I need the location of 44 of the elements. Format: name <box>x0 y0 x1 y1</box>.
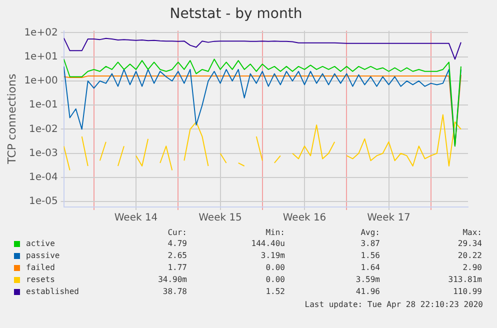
text: 0.00 <box>266 275 285 285</box>
text: 1.52 <box>266 287 285 297</box>
y-tick-label: 1e-02 <box>28 124 58 135</box>
y-tick-label: 1e-03 <box>28 148 58 159</box>
text: 3.19m <box>260 251 285 261</box>
x-tick-label: Week 17 <box>367 212 410 224</box>
text: 0.00 <box>266 263 285 273</box>
text: Cur: <box>168 228 187 238</box>
legend-label: failed <box>26 263 55 273</box>
text: 2.65 <box>168 251 187 261</box>
text: 110.99 <box>453 287 482 297</box>
legend-label: passive <box>26 251 60 261</box>
text: 1.64 <box>360 263 380 273</box>
text: 34.90m <box>158 275 187 285</box>
text: 1.77 <box>168 263 187 273</box>
y-tick-label: 1e+00 <box>24 76 58 87</box>
x-tick-label: Week 14 <box>114 212 158 224</box>
text: 1.56 <box>360 251 380 261</box>
text: 29.34 <box>458 239 482 249</box>
text: Last update: Tue Apr 28 22:10:23 2020 <box>304 300 483 310</box>
text: Min: <box>266 228 285 238</box>
y-tick-label: 1e-05 <box>28 196 58 208</box>
legend-label: established <box>26 287 79 297</box>
text: 38.78 <box>162 287 187 297</box>
legend-label: active <box>26 239 55 249</box>
legend-label: resets <box>26 275 55 285</box>
y-tick-label: 1e+02 <box>24 27 58 38</box>
y-axis-title: TCP connections <box>5 74 18 166</box>
text: 3.59m <box>356 275 380 285</box>
text: Avg: <box>360 228 380 238</box>
text: 2.90 <box>462 263 482 273</box>
text: 4.79 <box>168 239 187 249</box>
x-tick-label: Week 16 <box>282 212 326 224</box>
y-tick-label: 1e-01 <box>28 100 58 111</box>
text: 3.87 <box>360 239 380 249</box>
text: 20.22 <box>458 251 482 261</box>
y-tick-label: 1e-04 <box>28 172 58 184</box>
x-tick-label: Week 15 <box>198 212 242 224</box>
text: 144.40u <box>251 239 285 249</box>
text: 313.81m <box>448 275 482 285</box>
text: 41.96 <box>356 287 380 297</box>
text: Max: <box>462 228 482 238</box>
y-tick-label: 1e+01 <box>24 51 58 62</box>
chart-title: Netstat - by month <box>170 6 302 22</box>
